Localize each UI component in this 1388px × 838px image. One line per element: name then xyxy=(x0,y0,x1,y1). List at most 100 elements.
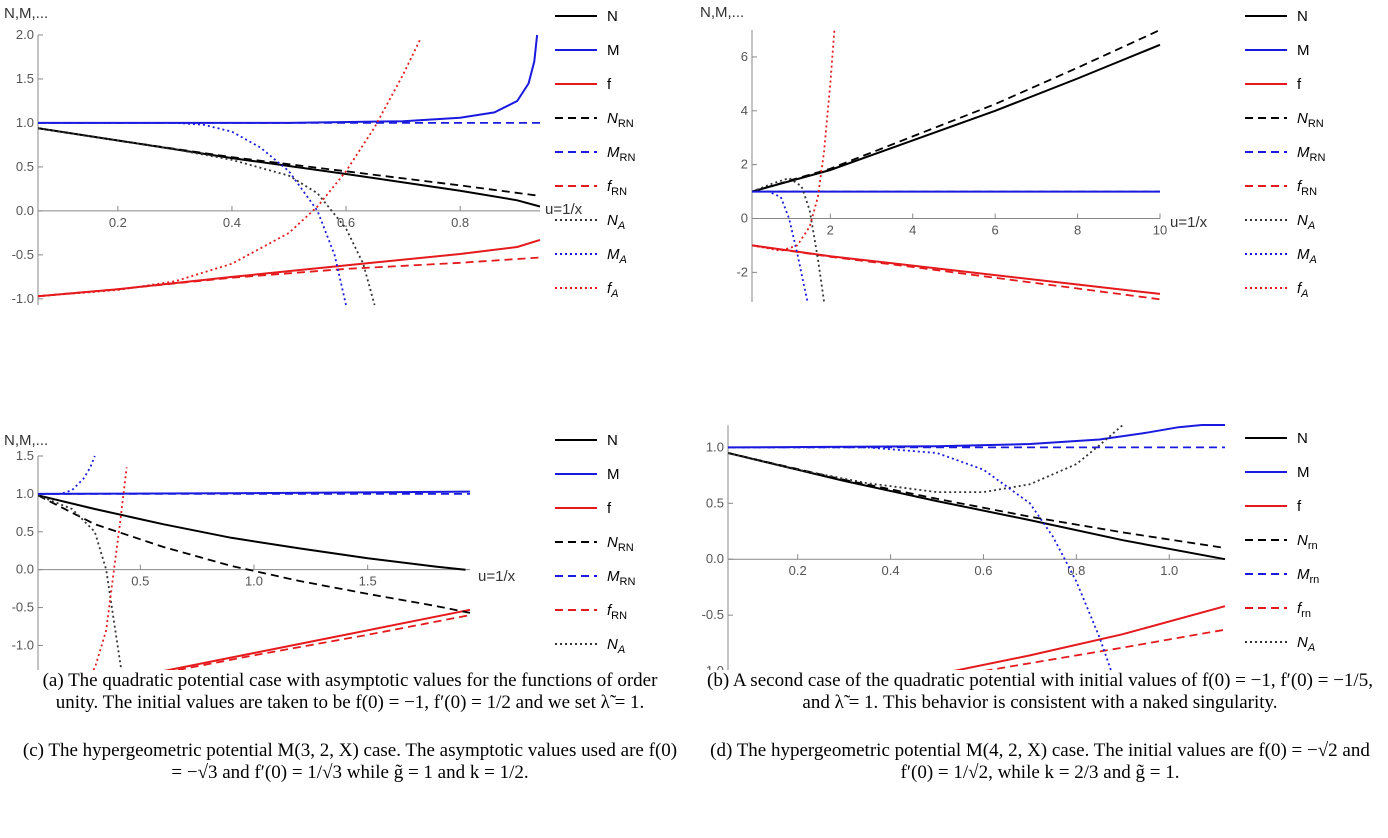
y-tick-label: -2 xyxy=(736,264,748,279)
x-tick-label: 8 xyxy=(1074,223,1081,238)
x-tick-label: 0.8 xyxy=(1067,563,1085,578)
legend-label: MA xyxy=(1297,668,1317,670)
series-f xyxy=(953,605,1226,670)
legend-label: MRN xyxy=(607,144,635,164)
legend-label: fA xyxy=(1297,280,1309,300)
x-tick-label: 10 xyxy=(1153,223,1167,238)
series-n xyxy=(728,452,1226,561)
y-tick-label: 2 xyxy=(741,157,748,172)
y-tick-label: 1.5 xyxy=(16,448,34,463)
y-tick-label: 1.0 xyxy=(16,115,34,130)
legend-label: MRN xyxy=(607,568,635,588)
series-n-a xyxy=(752,177,825,303)
y-tick-label: 6 xyxy=(741,49,748,64)
x-tick-label: 1.5 xyxy=(359,574,377,589)
y-tick-label: -0.5 xyxy=(702,607,724,622)
legend-label: f xyxy=(607,76,612,93)
y-tick-label: 0.5 xyxy=(16,524,34,539)
x-tick-label: 4 xyxy=(909,223,916,238)
y-tick-label: 1.0 xyxy=(706,439,724,454)
series-f-a xyxy=(91,467,128,670)
y-tick-label: -1.0 xyxy=(702,663,724,670)
legend-label: Mrn xyxy=(1297,566,1319,586)
legend-label: NA xyxy=(607,212,625,232)
legend-label: NA xyxy=(607,636,625,656)
x-tick-label: 6 xyxy=(992,223,999,238)
x-axis-label: u=1/x xyxy=(545,201,583,218)
series-f xyxy=(163,608,471,670)
series-n-a xyxy=(38,494,123,670)
series-m xyxy=(728,424,1225,449)
y-tick-label: 0.0 xyxy=(706,551,724,566)
series-n-a xyxy=(728,424,1124,494)
x-tick-label: 0.4 xyxy=(882,563,900,578)
chart-panel-a: -1.0 -0.5 0.0 0.5 1.0 1.5 2.0 0.2 0.4 0.6 0.8 N,M,.… xyxy=(4,5,635,306)
series-f xyxy=(752,244,1161,295)
caption-a: (a) The quadratic potential case with as… xyxy=(42,670,658,713)
legend-label: N xyxy=(607,432,618,449)
y-axis-label: N,M,... xyxy=(4,432,48,449)
caption-d: (d) The hypergeometric potential M(4, 2,… xyxy=(710,740,1370,783)
series-f-rn xyxy=(173,614,471,670)
series-n-rn xyxy=(38,127,541,197)
series-n-rn xyxy=(38,494,471,614)
x-tick-label: 1.0 xyxy=(245,574,263,589)
y-tick-label: 0 xyxy=(741,211,748,226)
y-tick-label: 0.0 xyxy=(16,203,34,218)
x-axis-label: u=1/x xyxy=(478,568,516,585)
series-n xyxy=(752,43,1161,193)
x-axis-label: u=1/x xyxy=(1170,214,1208,231)
series-n-rn xyxy=(752,29,1161,193)
series-m-a xyxy=(752,190,809,303)
x-tick-label: 0.6 xyxy=(337,215,355,230)
series-m xyxy=(38,34,539,124)
figure-svg: -1.0 -0.5 0.0 0.5 1.0 1.5 2.0 0.2 0.4 0.6 0.8 N,M,.… xyxy=(4,4,1325,670)
series-n-a xyxy=(38,127,376,306)
x-tick-label: 0.6 xyxy=(974,563,992,578)
y-tick-label: 1.0 xyxy=(16,486,34,501)
legend-label: N xyxy=(1297,8,1308,25)
legend-label: M xyxy=(1297,464,1310,481)
series-m-a xyxy=(38,122,347,306)
legend-label: MA xyxy=(607,246,627,266)
y-tick-label: 2.0 xyxy=(16,27,34,42)
legend-label: fRN xyxy=(1297,178,1317,198)
series-m-a xyxy=(38,455,96,495)
x-tick-label: 0.5 xyxy=(131,574,149,589)
y-tick-label: -0.5 xyxy=(12,600,34,615)
legend-label: NRN xyxy=(1297,110,1324,130)
y-tick-label: -1.0 xyxy=(12,291,34,306)
legend-label: fRN xyxy=(607,178,627,198)
series-f-rn xyxy=(984,628,1226,670)
legend-label: NA xyxy=(1297,212,1315,232)
x-tick-label: 0.2 xyxy=(789,563,807,578)
legend-label: MRN xyxy=(1297,144,1325,164)
y-tick-label: 4 xyxy=(741,103,748,118)
legend-label: f xyxy=(607,500,612,517)
chart-panel-b: -2 0 2 4 6 2 4 6 8 10 N,M,... u=1/x NMf NRN MRN fRN NA MA… xyxy=(700,4,1325,303)
legend-label: f xyxy=(1297,498,1302,515)
x-tick-label: 0.2 xyxy=(109,215,127,230)
legend-label: fA xyxy=(607,280,619,300)
chart-panel-c: -2.0-1.5-1.0-0.50.00.51.01.50.51.01.5N,M… xyxy=(4,432,635,670)
x-tick-label: 1.0 xyxy=(1160,563,1178,578)
series-f-rn xyxy=(752,244,1161,301)
y-tick-label: 1.5 xyxy=(16,71,34,86)
y-axis-label: N,M,... xyxy=(700,4,744,21)
y-axis-label: N,M,... xyxy=(4,5,48,22)
legend-label: MA xyxy=(1297,246,1317,266)
x-tick-label: 2 xyxy=(827,223,834,238)
y-tick-label: -1.0 xyxy=(12,637,34,652)
series-f xyxy=(38,238,541,298)
series-m-a xyxy=(728,446,1112,670)
legend-label: NRN xyxy=(607,110,634,130)
y-tick-label: 0.5 xyxy=(16,159,34,174)
legend-label: M xyxy=(607,42,620,59)
legend-label: M xyxy=(1297,42,1310,59)
legend-label: Nrn xyxy=(1297,532,1318,552)
y-tick-label: 0.5 xyxy=(706,495,724,510)
series-f-a xyxy=(752,29,836,252)
x-tick-label: 0.8 xyxy=(451,215,469,230)
y-tick-label: -0.5 xyxy=(12,247,34,262)
